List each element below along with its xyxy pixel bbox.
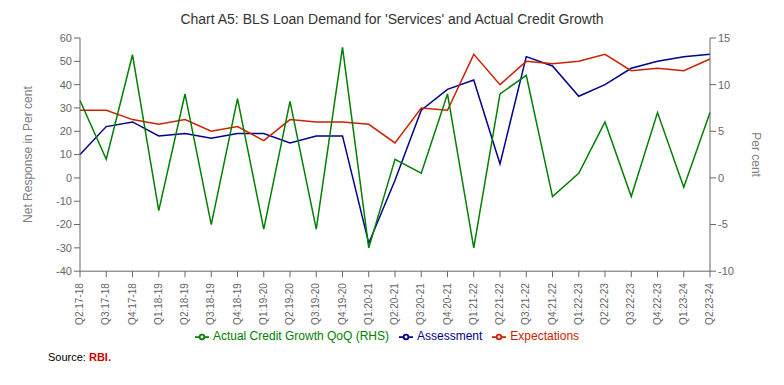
svg-text:Q4:18-19: Q4:18-19: [232, 283, 243, 325]
svg-text:-10: -10: [56, 195, 72, 207]
svg-text:-30: -30: [56, 242, 72, 254]
svg-text:-5: -5: [718, 218, 728, 230]
svg-text:Q1:19-20: Q1:19-20: [258, 283, 269, 325]
svg-text:5: 5: [718, 125, 724, 137]
svg-text:Net Response in Per cent: Net Response in Per cent: [21, 86, 35, 223]
svg-text:Q3:18-19: Q3:18-19: [205, 283, 216, 325]
svg-text:15: 15: [718, 32, 730, 44]
svg-text:Q2:19-20: Q2:19-20: [284, 283, 295, 325]
svg-text:50: 50: [60, 55, 72, 67]
svg-text:Q4:19-20: Q4:19-20: [337, 283, 348, 325]
svg-text:Q2:17-18: Q2:17-18: [74, 283, 85, 325]
svg-text:-40: -40: [56, 265, 72, 277]
svg-text:0: 0: [718, 172, 724, 184]
svg-text:-20: -20: [56, 218, 72, 230]
svg-text:Q1:21-22: Q1:21-22: [468, 283, 479, 325]
svg-text:Q3:22-23: Q3:22-23: [625, 283, 636, 325]
svg-text:Q4:17-18: Q4:17-18: [127, 283, 138, 325]
svg-text:0: 0: [66, 172, 72, 184]
svg-text:Q3:20-21: Q3:20-21: [415, 283, 426, 325]
svg-text:Q2:23-24: Q2:23-24: [704, 283, 715, 325]
svg-text:20: 20: [60, 125, 72, 137]
svg-text:Q4:21-22: Q4:21-22: [547, 283, 558, 325]
svg-text:10: 10: [718, 79, 730, 91]
svg-text:Q2:18-19: Q2:18-19: [179, 283, 190, 325]
html-text:Actual Credit Growth QoQ (RHS): Actual Credit Growth QoQ (RHS): [212, 329, 389, 344]
svg-text:-10: -10: [718, 265, 734, 277]
svg-text:Q2:20-21: Q2:20-21: [389, 283, 400, 325]
svg-text:Per cent: Per cent: [749, 132, 763, 177]
svg-text:Q4:20-21: Q4:20-21: [442, 283, 453, 325]
svg-text:Q2:22-23: Q2:22-23: [599, 283, 610, 325]
html-text:Source: RBI.: Source: RBI.: [48, 351, 111, 363]
svg-text:Q1:23-24: Q1:23-24: [678, 283, 689, 325]
html-text:Expectations: Expectations: [510, 329, 580, 344]
svg-text:40: 40: [60, 79, 72, 91]
svg-text:Q3:17-18: Q3:17-18: [100, 283, 111, 325]
svg-text:30: 30: [60, 102, 72, 114]
svg-text:Q1:20-21: Q1:20-21: [363, 283, 374, 325]
html-text:Assessment: Assessment: [417, 329, 483, 344]
svg-text:Q2:21-22: Q2:21-22: [494, 283, 505, 325]
svg-text:Q3:19-20: Q3:19-20: [310, 283, 321, 325]
svg-text:Q1:22-23: Q1:22-23: [573, 283, 584, 325]
svg-text:Q3:21-22: Q3:21-22: [520, 283, 531, 325]
svg-text:Q1:18-19: Q1:18-19: [153, 283, 164, 325]
html-text:Chart A5: BLS Loan Demand for: Chart A5: BLS Loan Demand for 'Services'…: [180, 11, 604, 27]
svg-text:60: 60: [60, 32, 72, 44]
svg-text:10: 10: [60, 148, 72, 160]
svg-text:Q4:22-23: Q4:22-23: [652, 283, 663, 325]
